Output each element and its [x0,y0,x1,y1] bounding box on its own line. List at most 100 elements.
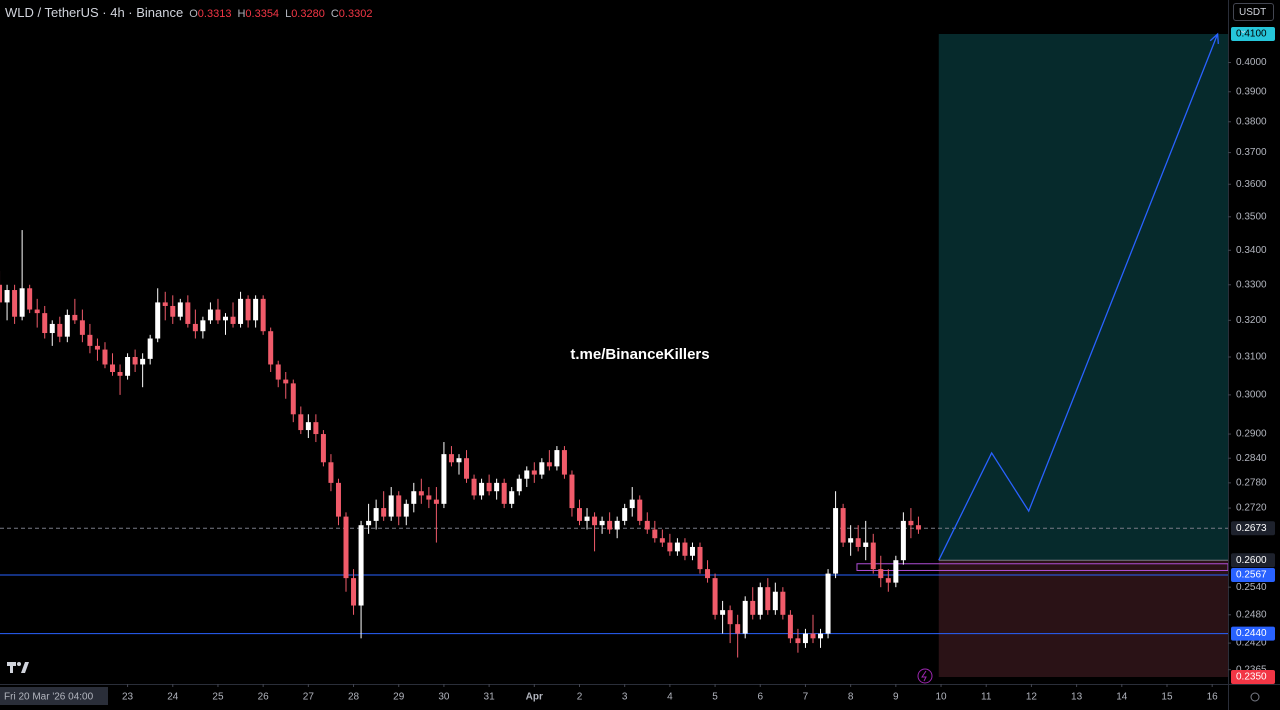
currency-button[interactable]: USDT ⌄ [1233,3,1274,36]
x-tick-label: 24 [167,692,179,703]
candle-body [94,345,100,350]
candle-body [870,542,876,570]
loss-zone [938,560,1228,677]
candle-body [599,520,605,526]
candle-body [185,302,191,324]
candle-body [757,587,763,615]
candle-body [818,633,824,639]
price-label-bg [1231,567,1275,582]
candle-body [652,529,658,539]
candle-body [49,323,55,334]
x-tick-label: 12 [1026,692,1038,703]
candle-body [215,309,221,321]
ohlc-key: O [189,8,198,20]
y-tick-label: 0.3000 [1236,390,1267,401]
y-tick-label: 0.3400 [1236,245,1267,256]
candle-body [479,482,485,496]
crosshair-label-bg [0,687,108,705]
candle-body [787,614,793,639]
candle-body [607,520,613,530]
ohlc-value: 0.3354 [245,8,280,20]
candle-body [735,624,741,634]
candle-body [494,482,500,492]
ohlc-value: 0.3302 [338,8,373,20]
candle-body [418,491,424,496]
candle-body [366,520,372,526]
price-label: 0.2440 [1236,628,1267,639]
candle-body [207,309,213,321]
y-tick-label: 0.2420 [1236,638,1267,649]
candle-body [162,302,168,306]
candle-body [569,474,575,509]
x-tick-label: Apr [526,692,543,703]
candle-body [64,314,70,337]
price-label-bg [1231,626,1275,641]
candle-body [290,383,296,415]
x-tick-label: 2 [577,692,583,703]
candle-body [192,323,198,332]
candle-body [742,600,748,634]
candle-body [0,284,3,303]
candle-body [501,482,507,504]
candle-body [682,542,688,556]
ohlc-value: 0.3280 [291,8,325,20]
candle-body [140,358,146,365]
candle-body [509,491,515,504]
candle-body [396,495,402,517]
candle-body [42,313,48,334]
candle-body [780,591,786,615]
candle-body [900,520,906,561]
x-tick-label: 6 [757,692,763,703]
candle-body [12,290,18,317]
candle-body [674,542,680,552]
candle-body [87,334,93,346]
price-label-bg [1231,670,1275,684]
settings-icon[interactable] [1250,692,1260,702]
candle-body [772,591,778,611]
candle-body [335,482,341,517]
ohlc-key: L [285,8,292,20]
ohlc-value: 0.3313 [197,8,232,20]
y-tick-label: 0.3800 [1236,116,1267,127]
candle-body [524,470,530,479]
replay-icon[interactable] [917,668,933,684]
candle-body [433,499,439,504]
candle-body [720,610,726,615]
candle-body [614,520,620,530]
candle-body [629,499,635,509]
watermark: t.me/BinanceKillers [570,346,709,363]
x-tick-label: 27 [303,692,315,703]
candle-body [79,320,85,335]
candle-body [238,298,244,324]
y-tick-label: 0.3300 [1236,279,1267,290]
plot-area [0,32,1229,677]
candle-body [110,364,116,373]
candle-body [810,633,816,639]
y-tick-label: 0.4000 [1236,57,1267,68]
candle-body [833,508,839,574]
candle-body [132,357,138,365]
candle-body [516,478,522,492]
candle-body [245,298,251,321]
candle-body [177,302,183,317]
candle-body [855,538,861,547]
price-label: 0.4100 [1236,29,1267,40]
candle-body [659,538,665,543]
x-tick-label: 10 [935,692,947,703]
candle-body [305,422,311,431]
candle-body [275,364,281,380]
candle-body [531,470,537,475]
replay-bolt [921,670,927,682]
y-tick-label: 0.3100 [1236,352,1267,363]
candle-body [57,323,63,337]
candle-body [27,288,33,310]
candle-body [878,569,884,579]
candle-body [230,316,236,324]
candle-body [456,458,462,463]
candle-body [637,499,643,521]
candle-body [222,316,228,321]
y-tick-label: 0.3900 [1236,86,1267,97]
candle-body [388,495,394,517]
price-label-bg [1231,521,1275,536]
candle-body [268,331,274,365]
